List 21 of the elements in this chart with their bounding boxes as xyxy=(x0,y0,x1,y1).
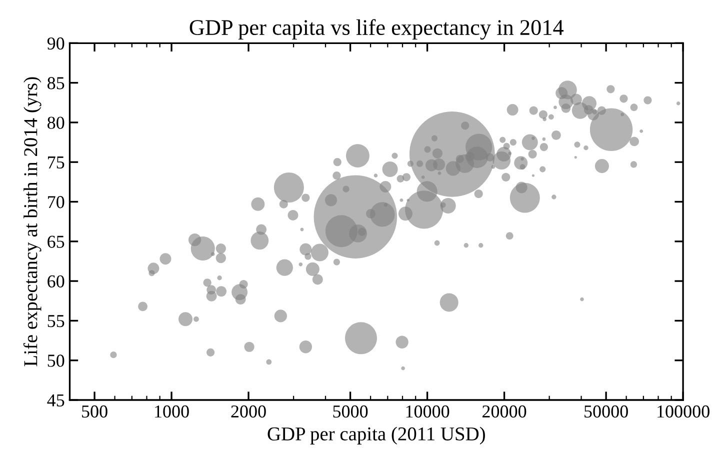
y-tick-label: 45 xyxy=(47,394,64,406)
y-tick-label: 65 xyxy=(48,236,64,248)
x-axis-title: GDP per capita (2011 USD) xyxy=(268,426,485,444)
x-tick-label: 10000 xyxy=(406,405,450,418)
x-tick-label: 5000 xyxy=(333,405,368,418)
y-tick-label: 75 xyxy=(48,156,64,169)
x-tick-label: 20000 xyxy=(482,405,526,418)
y-axis-title: Life expectancy at birth in 2014 (yrs) xyxy=(23,77,42,366)
x-tick-label: 100000 xyxy=(658,405,710,418)
x-tick-label: 1000 xyxy=(155,405,189,418)
y-tick-label: 55 xyxy=(48,315,64,328)
x-tick-label: 500 xyxy=(82,405,108,418)
x-tick-label: 50000 xyxy=(584,405,628,418)
x-tick-label: 2000 xyxy=(231,405,266,418)
y-tick-label: 70 xyxy=(48,196,64,208)
y-tick-label: 90 xyxy=(47,37,64,50)
y-tick-label: 50 xyxy=(48,354,64,367)
y-tick-label: 60 xyxy=(48,275,64,288)
y-tick-label: 85 xyxy=(48,77,64,90)
chart-title: GDP per capita vs life expectancy in 2014 xyxy=(190,19,564,40)
y-tick-label: 80 xyxy=(48,116,64,129)
